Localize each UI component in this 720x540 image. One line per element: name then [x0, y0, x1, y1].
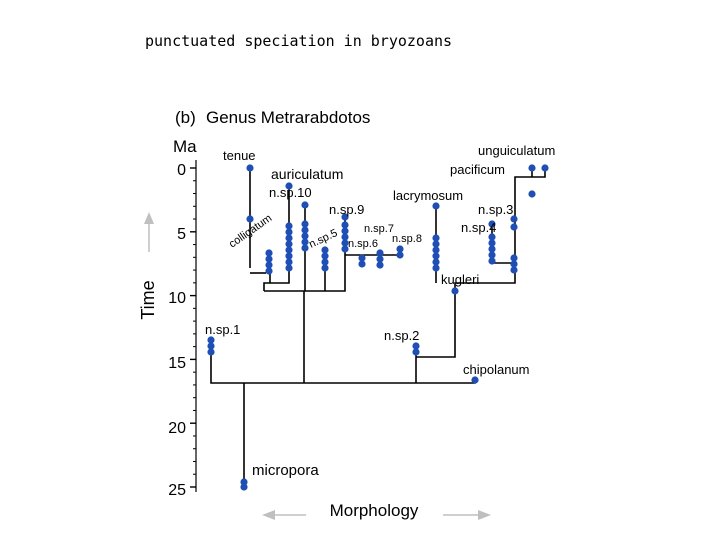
y-unit-label: Ma [173, 137, 197, 156]
y-tick-label: 10 [168, 290, 186, 307]
arrow-left-icon [262, 510, 275, 520]
species-label-nsp1: n.sp.1 [205, 322, 240, 337]
slide-title: punctuated speciation in bryozoans [145, 32, 453, 50]
species-label-kugleri: kugleri [441, 272, 479, 287]
occurrence-dots [207, 164, 549, 491]
species-label-micropora: micropora [252, 462, 319, 479]
species-label-nsp10: n.sp.10 [269, 185, 312, 200]
species-label-lacrymosum: lacrymosum [393, 188, 463, 203]
species-label-chipolanum: chipolanum [463, 362, 530, 377]
y-axis-label: Time [138, 280, 158, 319]
species-label-nsp7: n.sp.7 [364, 223, 394, 235]
morphology-arrow [262, 510, 491, 520]
species-label-auriculatum: auriculatum [271, 166, 343, 182]
y-tick-label: 15 [168, 355, 186, 372]
species-label-nsp3: n.sp.3 [478, 202, 513, 217]
species-label-nsp2: n.sp.2 [384, 328, 419, 343]
species-label-pacificum: pacificum [450, 162, 505, 177]
species-label-unguiculatum: unguiculatum [478, 143, 555, 158]
y-tick-label: 20 [168, 420, 186, 437]
arrow-up-icon [144, 212, 154, 224]
y-tick-label: 25 [168, 482, 186, 499]
genus-title: Genus Metrarabdotos [206, 108, 370, 127]
time-arrow [144, 212, 154, 252]
species-label-tenue: tenue [223, 148, 256, 163]
panel-label: (b) [175, 108, 196, 127]
species-label-nsp9: n.sp.9 [329, 202, 364, 217]
time-axis: 0 5 10 15 20 25 [168, 160, 197, 499]
arrow-right-icon [478, 510, 491, 520]
y-tick-label: 0 [177, 162, 186, 179]
x-axis-label: Morphology [330, 501, 419, 520]
y-tick-label: 5 [177, 226, 186, 243]
species-label-nsp4: n.sp.4 [461, 220, 496, 235]
species-label-nsp6: n.sp.6 [348, 238, 378, 250]
species-label-nsp8: n.sp.8 [392, 233, 422, 245]
